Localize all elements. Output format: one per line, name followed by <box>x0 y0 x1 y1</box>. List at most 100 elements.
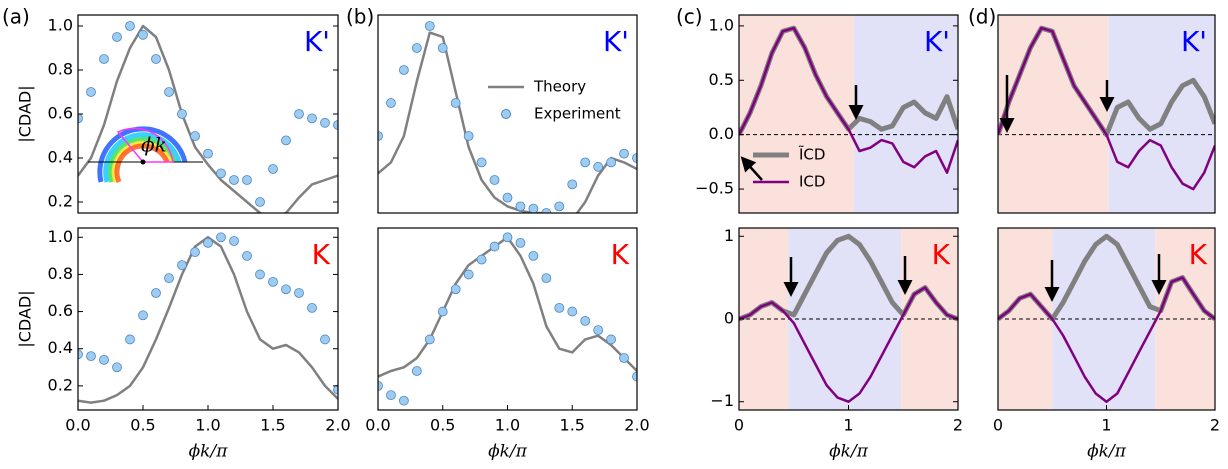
panel-label: (d) <box>968 5 996 29</box>
data-point <box>307 302 317 313</box>
y-tick-label: 0.6 <box>48 301 73 320</box>
data-point <box>112 32 122 42</box>
y-tick-label: 1 <box>724 226 734 245</box>
inset-label: ϕk <box>141 133 167 157</box>
data-line <box>378 31 637 213</box>
data-point <box>450 284 461 295</box>
data-point <box>398 65 409 75</box>
data-point <box>255 197 265 207</box>
region <box>1155 228 1215 410</box>
y-tick-label: 0.4 <box>48 148 73 167</box>
inset-angle <box>116 127 174 163</box>
data-point <box>450 98 461 108</box>
data-point <box>476 254 487 265</box>
y-axis-label: |CDAD| <box>16 85 35 142</box>
valley-label: K <box>932 238 951 271</box>
x-tick-label: 1.5 <box>260 416 285 435</box>
data-point <box>320 117 330 128</box>
legend-label: Experiment <box>534 105 621 123</box>
data-point <box>619 148 629 159</box>
y-tick-label: 1.0 <box>48 227 73 246</box>
y-tick-label: −0.5 <box>695 179 734 198</box>
data-point <box>164 273 174 284</box>
data-line <box>378 236 637 378</box>
data-point <box>99 54 109 64</box>
y-tick-label: 0.8 <box>48 264 73 283</box>
x-tick-label: 2.0 <box>624 416 649 435</box>
y-tick-label: 0.6 <box>48 104 73 123</box>
data-point <box>190 247 200 258</box>
data-point <box>229 175 239 185</box>
data-point <box>580 315 591 326</box>
data-point <box>99 354 109 365</box>
region <box>739 15 854 213</box>
x-tick-label: 0.0 <box>365 416 390 435</box>
valley-label: K' <box>304 25 330 58</box>
data-line <box>739 286 958 403</box>
x-tick-label: 0.0 <box>65 416 90 435</box>
y-tick-label: 0.2 <box>48 192 73 211</box>
data-point <box>177 109 187 119</box>
legend-label: ICD <box>799 173 825 191</box>
valley-label: K' <box>1181 25 1207 58</box>
data-point <box>541 208 552 213</box>
data-point <box>632 153 637 163</box>
data-point <box>294 288 304 298</box>
data-point <box>437 43 448 53</box>
data-point <box>281 284 291 295</box>
data-point <box>580 157 591 168</box>
data-point <box>463 269 474 280</box>
y-tick-label: 0.0 <box>709 124 734 143</box>
x-tick-label: 1.0 <box>495 416 520 435</box>
data-point <box>86 351 96 362</box>
data-point <box>489 175 500 185</box>
data-point <box>437 306 448 317</box>
data-point <box>606 334 616 345</box>
x-tick-label: 2.0 <box>325 416 350 435</box>
data-point <box>541 273 552 284</box>
data-point <box>255 269 265 280</box>
data-point <box>268 164 278 174</box>
data-point <box>229 236 239 246</box>
x-axis-label: ϕk/π <box>1087 442 1127 462</box>
data-point <box>177 260 187 271</box>
y-tick-label: 0.5 <box>709 70 734 89</box>
valley-label: K <box>312 238 331 271</box>
data-point <box>411 366 422 376</box>
data-line <box>739 26 958 174</box>
x-tick-label: 1 <box>843 416 853 435</box>
y-tick-label: 0.4 <box>48 338 73 357</box>
data-point <box>528 203 539 213</box>
inset-arc <box>103 132 182 183</box>
data-point <box>411 43 422 53</box>
data-point <box>281 135 291 146</box>
data-point <box>424 21 435 31</box>
data-point <box>378 380 383 391</box>
x-tick-label: 1.5 <box>560 416 585 435</box>
data-point <box>164 87 174 97</box>
data-point <box>632 371 637 382</box>
data-point <box>268 276 278 287</box>
data-point <box>86 87 96 97</box>
panel-label: (b) <box>346 5 374 29</box>
data-line <box>998 26 1215 191</box>
data-point <box>567 306 578 317</box>
data-point <box>333 120 338 130</box>
data-point <box>515 201 526 212</box>
data-point <box>151 54 161 64</box>
x-axis-label: ϕk/π <box>189 442 229 462</box>
data-point <box>386 390 396 401</box>
x-tick-label: 2 <box>1210 416 1220 435</box>
x-tick-label: 0 <box>993 416 1003 435</box>
y-tick-label: 0.8 <box>48 60 73 79</box>
data-point <box>242 175 252 185</box>
x-tick-label: 2 <box>953 416 963 435</box>
data-point <box>515 237 526 248</box>
panel-label: (c) <box>676 5 703 29</box>
panel-label: (a) <box>2 5 30 29</box>
x-axis-label: ϕk/π <box>488 442 528 462</box>
x-tick-label: 1.0 <box>195 416 220 435</box>
data-line <box>78 236 338 404</box>
data-point <box>593 325 604 336</box>
data-point <box>216 168 226 179</box>
